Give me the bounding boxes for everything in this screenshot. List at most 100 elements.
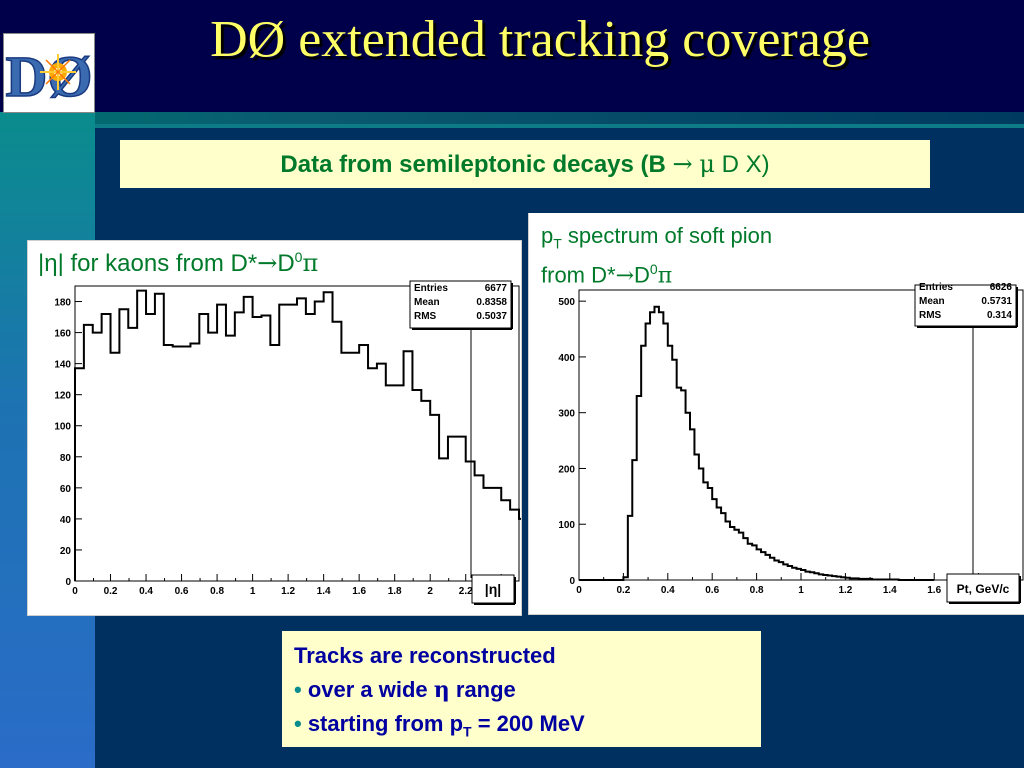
d0-logo: DØ [3, 33, 95, 113]
eta-y-tick-label: 80 [60, 453, 72, 464]
eta-x-tick-label: 2 [427, 586, 433, 597]
pt-histogram-line [579, 305, 935, 581]
pt-label-d: D [634, 262, 650, 288]
pt-y-tick-label: 400 [558, 353, 575, 364]
pt-label-line1: pT spectrum of soft pion [541, 223, 772, 256]
pt-label-rest: spectrum of soft pion [561, 223, 773, 248]
title-bar [0, 0, 1024, 112]
pt-histogram-panel: 00.20.40.60.811.21.41.61.801002003004005… [528, 213, 1024, 615]
eta-y-tick-label: 160 [54, 329, 71, 340]
summary-bullet-2: • starting from pT = 200 MeV [294, 711, 585, 739]
eta-y-tick-label: 60 [60, 484, 72, 495]
pt-x-tick-label: 0.8 [750, 585, 764, 596]
eta-x-tick-label: 1.6 [352, 586, 366, 597]
eta-histogram-line [74, 289, 521, 581]
pt-label-prefix: from D* [541, 262, 616, 288]
eta-x-tick-label: 0.2 [104, 586, 118, 597]
eta-axis-title-button[interactable]: |η| [471, 574, 516, 605]
eta-histogram: 00.20.40.60.811.21.41.61.822.22.40204060… [54, 280, 521, 605]
eta-x-tick-label: 0 [72, 586, 78, 597]
eta-stats-value: 6677 [485, 283, 508, 294]
pt-stats-value: 0.314 [987, 310, 1012, 321]
eta-y-tick-label: 120 [54, 391, 71, 402]
pt-stats-value: 6626 [990, 282, 1013, 293]
eta-x-tick-label: 1.4 [317, 586, 331, 597]
eta-label-prefix: |η| for kaons from D* [38, 250, 258, 277]
pt-x-tick-label: 1.6 [927, 585, 941, 596]
eta-stats-value: 0.8358 [476, 297, 507, 308]
eta-y-tick-label: 40 [60, 515, 72, 526]
eta-stats-box: Entries 6677 Mean 0.8358 RMS 0.5037 [409, 280, 513, 330]
eta-stats-value: 0.5037 [476, 311, 507, 322]
bullet-1-prefix: over a wide [301, 677, 434, 702]
eta-x-tick-label: 1 [250, 586, 256, 597]
pt-stats-label: Entries [919, 282, 953, 293]
pt-stats-label: Mean [919, 296, 945, 307]
subtitle-box: Data from semileptonic decays (B → μ D X… [120, 140, 930, 188]
eta-x-tick-label: 0.8 [210, 586, 224, 597]
eta-frame [74, 285, 520, 582]
bullet-2-prefix: starting from p [301, 711, 464, 736]
eta-panel-label: |η| for kaons from D*→D0π [38, 249, 318, 278]
page-title: DØ extended tracking coverage [210, 11, 870, 68]
pt-stats-value: 0.5731 [981, 296, 1012, 307]
bullet-1-eta: η [433, 677, 450, 703]
bullet-2-sub: T [463, 723, 472, 740]
pt-y-tick-label: 100 [558, 520, 575, 531]
eta-label-arrow: → [257, 249, 278, 277]
eta-label-sup: 0 [294, 249, 303, 265]
pt-label-arrow: → [615, 263, 634, 289]
eta-axis-title: |η| [485, 581, 501, 597]
content-rule [95, 124, 1024, 128]
pt-label-sub: T [553, 235, 562, 252]
pt-x-tick-label: 0.4 [661, 585, 675, 596]
eta-x-tick-label: 2.2 [459, 586, 473, 597]
pt-y-tick-label: 0 [569, 576, 575, 587]
eta-stats-label: Entries [414, 283, 448, 294]
pt-label-p: p [541, 223, 554, 248]
eta-label-d: D [277, 250, 295, 277]
eta-stats-label: RMS [414, 311, 437, 322]
eta-y-tick-label: 20 [60, 546, 72, 557]
pt-label-pi: π [657, 263, 673, 289]
bullet-dot-1: • [294, 677, 302, 702]
eta-y-tick-label: 0 [65, 577, 71, 588]
pt-x-tick-label: 1.4 [883, 585, 897, 596]
eta-x-tick-label: 1.8 [388, 586, 402, 597]
bullet-dot-2: • [294, 711, 302, 736]
pt-x-tick-label: 1 [798, 585, 804, 596]
pt-x-tick-label: 0 [576, 585, 582, 596]
pt-x-tick-label: 0.6 [705, 585, 719, 596]
subtitle-arrow: → [672, 150, 693, 178]
pt-stats-box: Entries 6626 Mean 0.5731 RMS 0.314 [914, 282, 1018, 328]
pt-y-tick-label: 200 [558, 464, 575, 475]
pt-x-tick-label: 1.2 [838, 585, 852, 596]
pt-stats-label: RMS [919, 310, 942, 321]
eta-histogram-panel: 00.20.40.60.811.21.41.61.822.22.40204060… [27, 240, 522, 616]
pt-y-tick-label: 500 [558, 297, 575, 308]
eta-y-tick-label: 140 [54, 360, 71, 371]
eta-stats-label: Mean [414, 297, 440, 308]
eta-x-tick-label: 0.4 [139, 586, 153, 597]
eta-y-tick-label: 100 [54, 422, 71, 433]
pt-label-line2: from D*→D0π [541, 256, 772, 289]
eta-x-tick-label: 0.6 [175, 586, 189, 597]
eta-label-pi: π [302, 249, 319, 277]
title-rule [0, 112, 1024, 124]
pt-label-sup: 0 [649, 261, 658, 278]
pt-axis-title-button[interactable]: Pt, GeV/c [946, 573, 1021, 604]
subtitle-mu: μ [699, 150, 715, 178]
eta-y-tick-label: 180 [54, 298, 71, 309]
summary-bullet-1: • over a wide η range [294, 677, 516, 703]
eta-x-tick-label: 1.2 [281, 586, 295, 597]
summary-heading: Tracks are reconstructed [294, 643, 556, 668]
summary-box: Tracks are reconstructed • over a wide η… [282, 631, 761, 747]
subtitle-rest: D X) [714, 151, 770, 178]
pt-axis-title: Pt, GeV/c [957, 582, 1010, 596]
pt-panel-label: pT spectrum of soft pion from D*→D0π [541, 223, 772, 290]
pt-x-tick-label: 0.2 [616, 585, 630, 596]
subtitle-bold: Data from semileptonic decays (B [280, 151, 666, 178]
logo-text: DØ [6, 44, 93, 109]
pt-y-tick-label: 300 [558, 409, 575, 420]
bullet-2-suffix: = 200 MeV [471, 711, 585, 736]
